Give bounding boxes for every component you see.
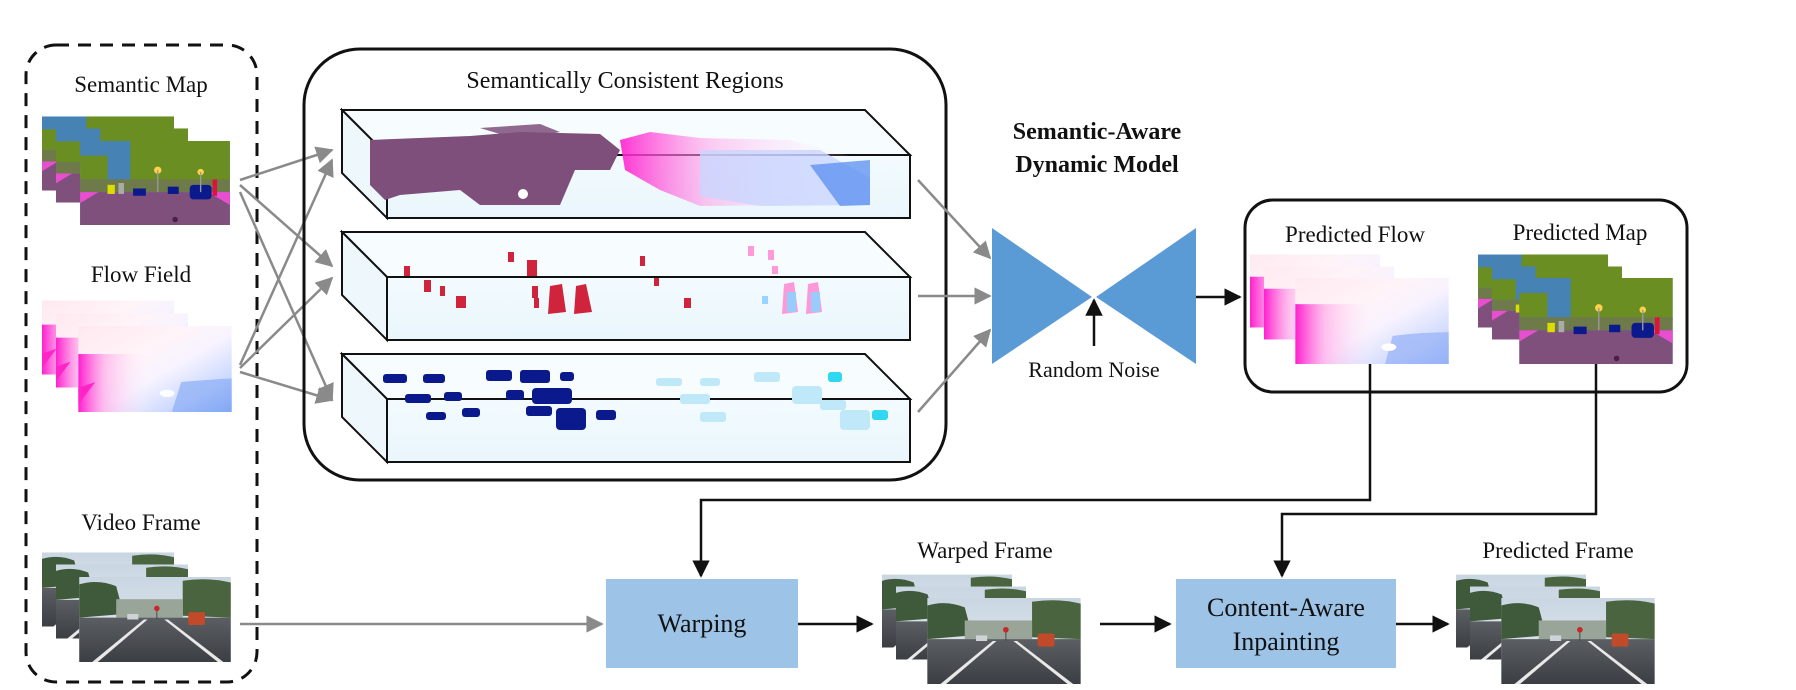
predicted-flow-label: Predicted Flow [1285,222,1425,247]
video-frame-label: Video Frame [81,510,200,535]
model-title-line2: Dynamic Model [1015,152,1179,178]
input-to-region-arrows [238,146,334,404]
region-slab-cars [339,351,913,465]
warping-box [606,579,798,668]
semantic-map-stack [42,116,231,225]
dynamic-model-shape [992,228,1196,364]
regions-panel [302,47,948,482]
regions-title: Semantically Consistent Regions [466,68,783,94]
region-slab-road [339,107,913,221]
semantic-map-label: Semantic Map [74,72,208,97]
input-group-dashed-frame [24,43,259,684]
random-noise-label: Random Noise [1028,357,1159,382]
warped-frame-label: Warped Frame [917,538,1052,563]
predictions-panel [1243,198,1689,394]
inpainting-box [1176,579,1396,668]
predicted-map-label: Predicted Map [1513,220,1648,245]
map-to-inpainting-arrow [1273,364,1598,578]
flow-field-label: Flow Field [91,262,192,287]
predicted-frame-label: Predicted Frame [1482,538,1633,563]
model-title-line1: Semantic-Aware [1013,119,1182,145]
inpainting-label-line2: Inpainting [1233,627,1340,656]
predicted-frame-stack [1456,574,1656,684]
warping-label: Warping [658,609,747,638]
predicted-map-stack [1478,254,1674,364]
inpainting-label-line1: Content-Aware [1207,593,1365,622]
flow-field-stack [42,300,232,412]
region-to-model-arrows [917,179,992,413]
predicted-flow-stack [1250,254,1449,364]
video-frame-stack [42,552,232,662]
region-slab-people [339,229,913,343]
flow-to-warping-arrow [692,364,1372,578]
warped-frame-stack [882,574,1082,684]
